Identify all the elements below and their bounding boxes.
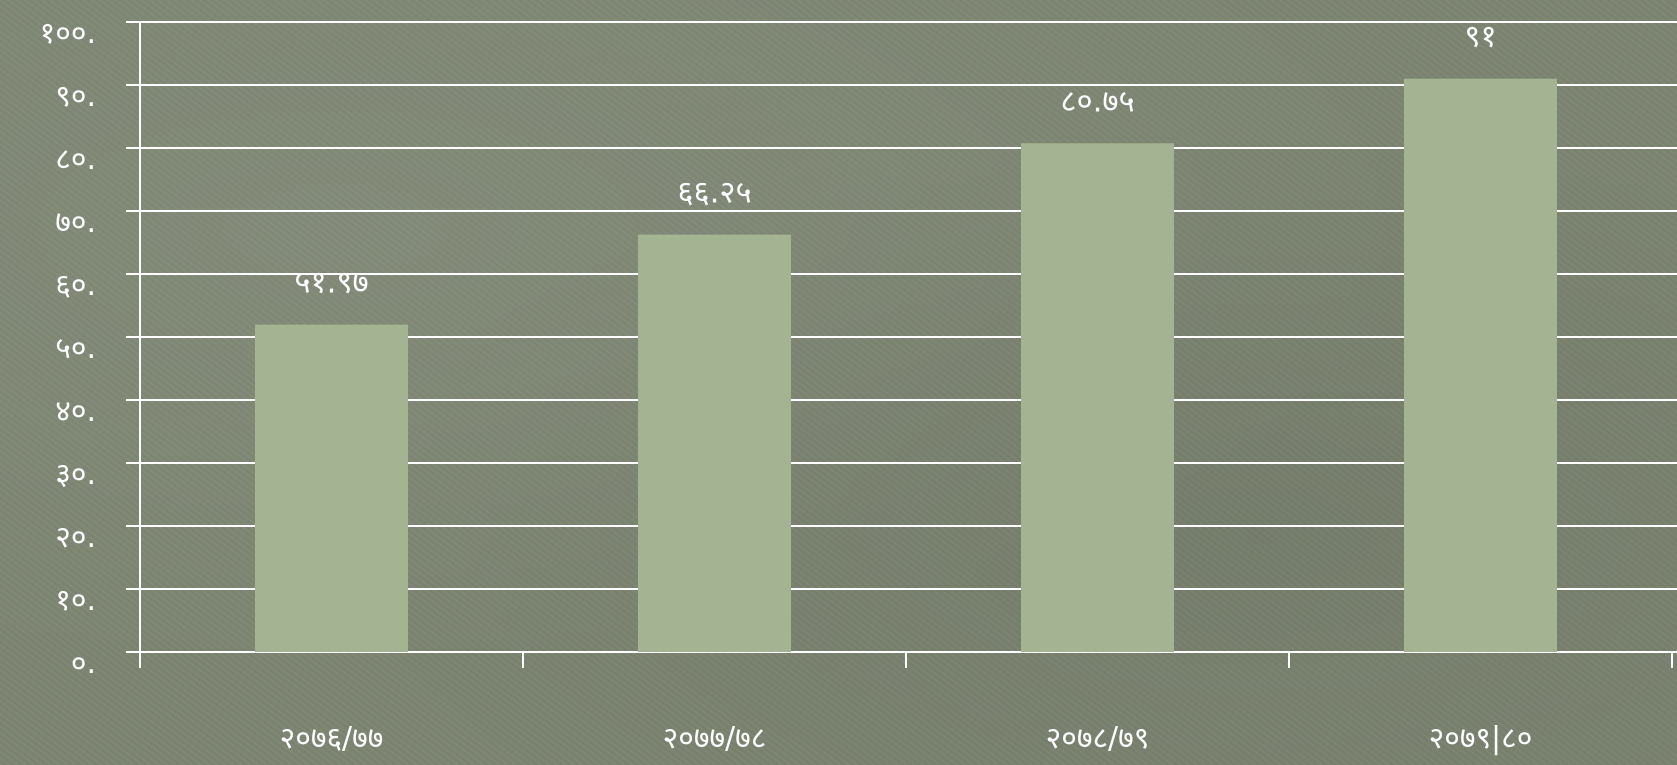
- y-tick-label: १०.: [55, 583, 96, 618]
- bar: [638, 234, 791, 652]
- y-tick-label: १००.: [40, 16, 96, 51]
- x-tick-label: २०७८/७९: [1046, 721, 1150, 756]
- bar: [1404, 78, 1557, 652]
- y-tick-label: ९०.: [55, 79, 96, 114]
- labels: ०. १०. २०. ३०. ४०. ५०. ६०. ७०. ८०. ९०. १००. ५१.९७ २०…: [40, 16, 1533, 756]
- x-tick-label: २०७७/७८: [663, 721, 767, 756]
- data-label: ८०.७५: [1060, 83, 1134, 119]
- bars: [255, 78, 1557, 652]
- y-tick-label: २०.: [55, 520, 96, 555]
- bar: [255, 324, 408, 652]
- y-tick-label: ३०.: [55, 457, 96, 492]
- x-tick-label: २०७९|८०: [1429, 721, 1533, 756]
- y-tick-label: ७०.: [55, 205, 96, 240]
- data-label: ९१: [1464, 19, 1496, 55]
- data-label: ५१.९७: [294, 265, 368, 301]
- y-tick-label: ०.: [71, 646, 96, 681]
- y-tick-label: ५०.: [55, 331, 96, 366]
- y-tick-label: ८०.: [55, 142, 96, 177]
- y-tick-label: ६०.: [55, 268, 96, 303]
- bar: [1021, 143, 1174, 652]
- x-tick-label: २०७६/७७: [280, 721, 384, 756]
- data-label: ६६.२५: [677, 175, 751, 211]
- y-tick-label: ४०.: [55, 394, 96, 429]
